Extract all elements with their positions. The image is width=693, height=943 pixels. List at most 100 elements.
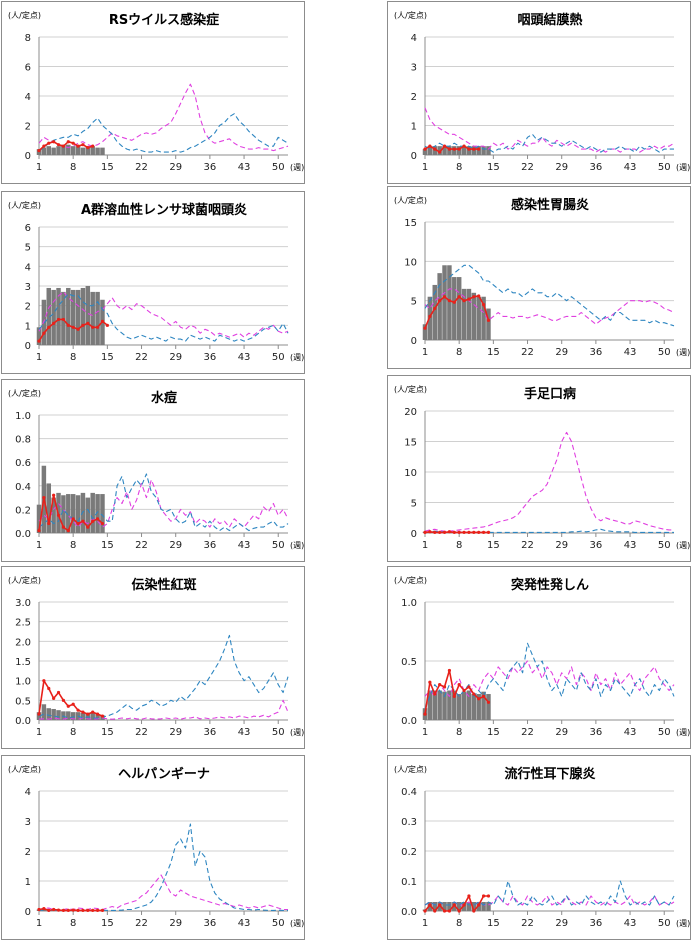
x-tick-label: 29 bbox=[555, 540, 568, 551]
series-point bbox=[447, 299, 452, 303]
series-point bbox=[442, 685, 447, 689]
y-tick-label: 0 bbox=[25, 907, 31, 918]
x-tick-label: 1 bbox=[422, 727, 428, 738]
bar bbox=[85, 497, 91, 533]
y-tick-label: 2 bbox=[25, 847, 31, 858]
bar bbox=[432, 902, 438, 911]
x-tick-label: 1 bbox=[36, 918, 42, 929]
series-point bbox=[71, 325, 75, 329]
series-point bbox=[47, 521, 51, 526]
series-point bbox=[467, 685, 471, 689]
chart-svg: 感染性胃腸炎 (人/定点) 0 5 10 15 1 8 15 22 29 36 43 50 (週) bbox=[394, 195, 690, 358]
unit-label: (人/定点) bbox=[8, 10, 41, 20]
chart-title: 伝染性紅斑 bbox=[131, 577, 196, 593]
x-tick-label: 36 bbox=[590, 540, 603, 551]
series-point bbox=[47, 325, 51, 329]
series-pink-dashed-line bbox=[424, 431, 674, 532]
x-tick-label: 1 bbox=[422, 918, 428, 929]
bar bbox=[427, 146, 433, 155]
series-point bbox=[95, 908, 100, 912]
week-label: (週) bbox=[676, 163, 690, 172]
bar bbox=[36, 504, 42, 533]
bar bbox=[90, 291, 95, 345]
bar bbox=[75, 289, 81, 345]
series-point bbox=[61, 525, 66, 529]
bar bbox=[461, 288, 467, 340]
bar bbox=[61, 495, 66, 533]
x-tick-label: 15 bbox=[487, 727, 500, 738]
x-tick-label: 36 bbox=[590, 347, 603, 358]
series-point bbox=[442, 144, 447, 148]
bar bbox=[90, 712, 95, 720]
bar bbox=[51, 708, 56, 720]
bar bbox=[461, 146, 467, 155]
y-tick-label: 2 bbox=[25, 122, 31, 133]
x-tick-label: 36 bbox=[204, 727, 217, 738]
bar bbox=[51, 147, 56, 155]
bar bbox=[66, 144, 71, 155]
y-tick-label: 0.0 bbox=[15, 716, 31, 727]
bar bbox=[66, 494, 71, 533]
series-point bbox=[423, 712, 427, 716]
bar bbox=[481, 902, 486, 911]
series-point bbox=[100, 319, 105, 323]
bar bbox=[100, 147, 105, 155]
y-tick-label: 3 bbox=[25, 282, 31, 293]
y-tick-label: 3 bbox=[411, 63, 417, 74]
bar bbox=[456, 694, 462, 720]
x-tick-label: 29 bbox=[169, 727, 182, 738]
week-label: (週) bbox=[676, 541, 690, 550]
series-point bbox=[61, 317, 66, 322]
unit-label: (人/定点) bbox=[394, 764, 427, 774]
x-tick-label: 43 bbox=[238, 918, 251, 929]
bar bbox=[466, 690, 472, 720]
panel-pharyngoconjunctival-fever: 咽頭結膜熱 (人/定点) 0 1 2 3 4 1 8 15 22 29 36 43 50 (週) bbox=[387, 1, 691, 184]
chart-title: 水痘 bbox=[151, 390, 177, 406]
series-point bbox=[486, 318, 491, 322]
series-point bbox=[447, 909, 452, 913]
series-point bbox=[61, 698, 66, 702]
chart-svg: 突発性発しん (人/定点) 0.0 0.5 1.0 1 8 15 22 29 36 43 50 (週) bbox=[394, 575, 690, 738]
bar bbox=[466, 288, 472, 340]
panel-infectious-gastroenteritis: 感染性胃腸炎 (人/定点) 0 5 10 15 1 8 15 22 29 36 43 50 (週) bbox=[387, 186, 691, 369]
series-point bbox=[472, 909, 476, 913]
series-point bbox=[428, 680, 432, 684]
bar bbox=[90, 492, 95, 533]
y-tick-label: 0.0 bbox=[401, 716, 417, 727]
x-tick-label: 15 bbox=[101, 162, 114, 173]
x-tick-label: 50 bbox=[658, 727, 671, 738]
series-point bbox=[467, 530, 471, 534]
series-point bbox=[457, 295, 461, 299]
bar bbox=[80, 287, 86, 345]
series-point bbox=[42, 907, 46, 911]
chart-title: RSウイルス感染症 bbox=[109, 12, 219, 28]
bar bbox=[442, 265, 447, 340]
panel-rs-virus: RSウイルス感染症 (人/定点) 0 2 4 6 8 1 8 15 22 29 36 43 50 (週) bbox=[1, 1, 305, 184]
x-tick-label: 36 bbox=[590, 918, 603, 929]
series-point bbox=[477, 147, 481, 151]
bar bbox=[486, 902, 491, 911]
series-pink-dashed-line bbox=[38, 291, 289, 338]
series-point bbox=[447, 147, 452, 151]
chart-title: 流行性耳下腺炎 bbox=[504, 766, 595, 782]
y-tick-label: 1 bbox=[25, 877, 31, 888]
series-point bbox=[61, 908, 66, 912]
panel-hand-foot-mouth: 手足口病 (人/定点) 0 5 10 15 20 1 8 15 22 29 36 43 50 (週) bbox=[387, 375, 691, 562]
series-point bbox=[86, 712, 90, 716]
x-tick-label: 8 bbox=[70, 727, 76, 738]
x-tick-label: 29 bbox=[555, 347, 568, 358]
series-point bbox=[452, 147, 456, 151]
week-label: (週) bbox=[290, 353, 304, 362]
x-tick-label: 29 bbox=[555, 918, 568, 929]
bar bbox=[476, 296, 481, 340]
x-tick-label: 1 bbox=[36, 727, 42, 738]
bar bbox=[36, 327, 42, 345]
series-point bbox=[42, 679, 46, 683]
series-point bbox=[452, 903, 456, 907]
series-pink-dashed-line bbox=[38, 699, 289, 720]
x-tick-label: 22 bbox=[521, 347, 534, 358]
chart-svg: 伝染性紅斑 (人/定点) 0.0 0.5 1.0 1.5 2.0 2.5 3.0 1 8 15 22 29… bbox=[8, 575, 304, 738]
y-tick-label: 4 bbox=[25, 787, 31, 798]
series-blue-dashed-line bbox=[38, 823, 288, 911]
series-point bbox=[442, 295, 447, 299]
